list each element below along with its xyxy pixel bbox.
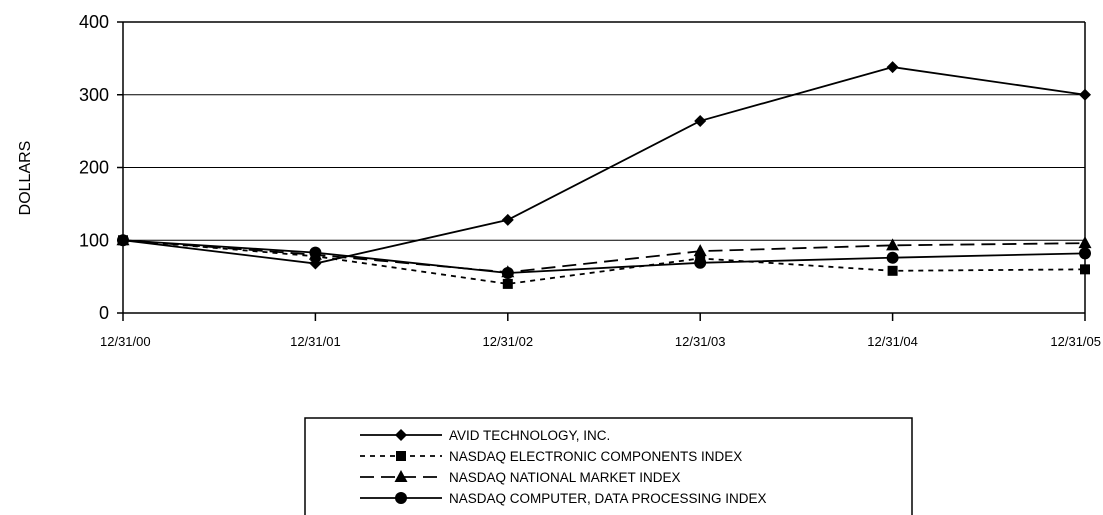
legend-label: AVID TECHNOLOGY, INC. — [449, 428, 610, 443]
x-tick-label: 12/31/03 — [675, 334, 726, 349]
data-point — [501, 213, 514, 226]
data-point — [1080, 264, 1090, 275]
x-tick-label: 12/31/02 — [482, 334, 533, 349]
data-point — [502, 278, 513, 289]
x-tick-label: 12/31/04 — [867, 334, 918, 349]
data-point — [1078, 236, 1092, 249]
x-tick-label: 12/31/00 — [100, 334, 151, 349]
y-tick-label: 400 — [79, 12, 109, 32]
data-point — [887, 265, 898, 276]
y-tick-label: 300 — [79, 85, 109, 105]
series-line — [122, 66, 1086, 265]
data-point — [117, 234, 129, 247]
data-point — [695, 253, 706, 264]
x-tick-label: 12/31/05 — [1050, 334, 1101, 349]
axes: 0 100 200 300 400 12/31/00 12/31/01 12/31/02 12/… — [79, 12, 1101, 349]
x-tick-label: 12/31/01 — [290, 334, 341, 349]
data-point — [886, 238, 900, 251]
series-line — [122, 239, 1086, 274]
y-tick-label: 200 — [79, 158, 109, 178]
y-tick-label: 0 — [99, 303, 109, 323]
legend-marker — [394, 470, 408, 482]
series-line — [122, 239, 1086, 285]
legend-marker — [396, 451, 406, 461]
legend-marker — [395, 492, 407, 504]
data-point — [310, 251, 321, 262]
legend-label: NASDAQ NATIONAL MARKET INDEX — [449, 470, 681, 485]
data-point — [501, 265, 515, 278]
legend-label: NASDAQ ELECTRONIC COMPONENTS INDEX — [449, 449, 742, 464]
legend-marker — [395, 429, 407, 441]
legend-label: NASDAQ COMPUTER, DATA PROCESSING INDEX — [449, 491, 767, 506]
series-1 — [118, 235, 1090, 289]
data-point — [694, 114, 707, 127]
data-point — [1079, 247, 1091, 260]
series-0 — [117, 61, 1091, 270]
gridlines — [123, 21, 1085, 241]
data-point — [886, 61, 899, 74]
data-point — [693, 244, 707, 257]
data-point — [1079, 88, 1091, 101]
data-point — [886, 251, 899, 264]
data-point — [309, 257, 322, 270]
series-line — [122, 239, 1086, 274]
y-tick-label: 100 — [79, 230, 109, 250]
y-axis-label: DOLLARS — [17, 141, 34, 216]
series-layer — [116, 61, 1092, 289]
legend: AVID TECHNOLOGY, INC. NASDAQ ELECTRONIC C… — [304, 417, 913, 515]
